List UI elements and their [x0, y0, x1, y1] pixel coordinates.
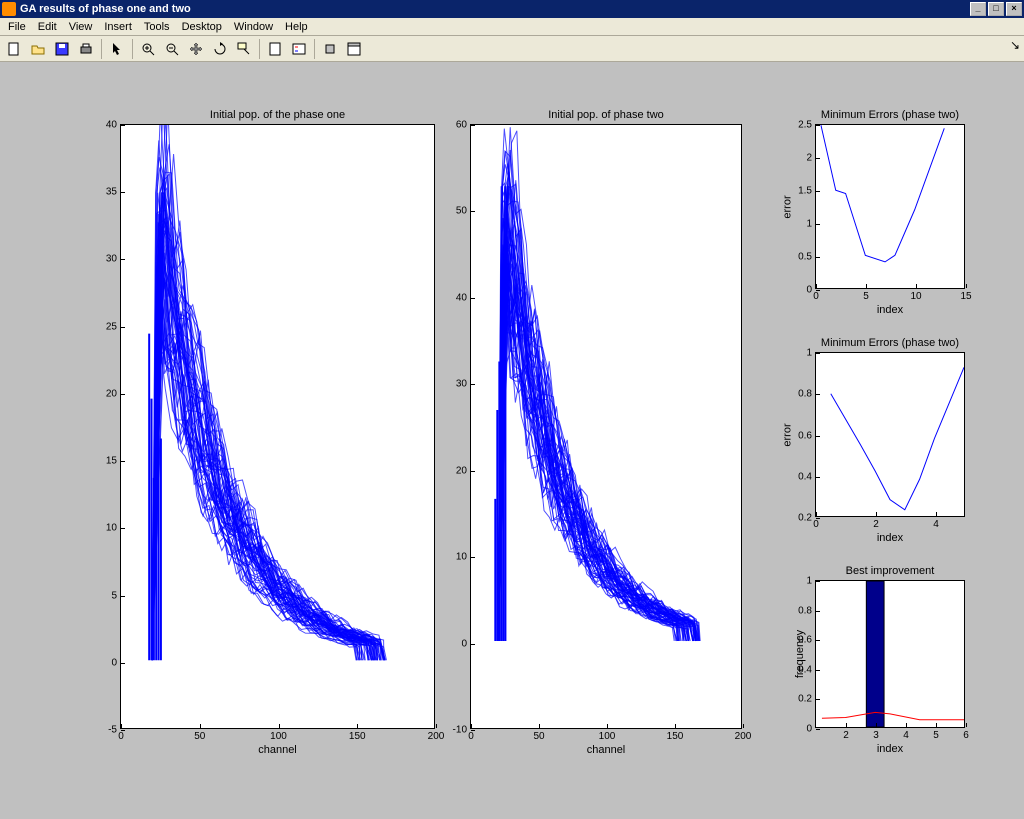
rotate-icon[interactable] — [209, 38, 231, 60]
axes-min-errors-1[interactable]: Minimum Errors (phase two) index error 0… — [815, 124, 965, 289]
axes5-xlabel: index — [816, 743, 964, 755]
axes-min-errors-2[interactable]: Minimum Errors (phase two) index error 0… — [815, 352, 965, 517]
figure-area: Initial pop. of the phase one channel -5… — [0, 62, 1024, 819]
data-cursor-icon[interactable] — [233, 38, 255, 60]
axes1-title: Initial pop. of the phase one — [121, 109, 434, 121]
menu-insert[interactable]: Insert — [98, 20, 138, 34]
axes1-plot — [121, 125, 434, 728]
zoom-in-icon[interactable] — [137, 38, 159, 60]
menubar: File Edit View Insert Tools Desktop Wind… — [0, 18, 1024, 36]
axes3-ylabel: error — [782, 195, 794, 218]
menu-view[interactable]: View — [63, 20, 99, 34]
pointer-icon[interactable] — [106, 38, 128, 60]
titlebar: GA results of phase one and two _ □ × — [0, 0, 1024, 18]
axes5-title: Best improvement — [816, 565, 964, 577]
menu-file[interactable]: File — [2, 20, 32, 34]
toolbar-separator — [132, 39, 133, 59]
pan-icon[interactable] — [185, 38, 207, 60]
colorbar-icon[interactable] — [264, 38, 286, 60]
menu-desktop[interactable]: Desktop — [176, 20, 228, 34]
axes3-title: Minimum Errors (phase two) — [816, 109, 964, 121]
legend-icon[interactable] — [288, 38, 310, 60]
toolbar-separator — [101, 39, 102, 59]
hide-tools-icon[interactable] — [319, 38, 341, 60]
axes4-title: Minimum Errors (phase two) — [816, 337, 964, 349]
new-icon[interactable] — [3, 38, 25, 60]
axes5-plot — [816, 581, 964, 727]
toolbar — [0, 36, 1024, 62]
toolbar-separator — [314, 39, 315, 59]
axes1-xlabel: channel — [121, 744, 434, 756]
maximize-button[interactable]: □ — [988, 2, 1004, 16]
menu-edit[interactable]: Edit — [32, 20, 63, 34]
menu-window[interactable]: Window — [228, 20, 279, 34]
axes-phase-two[interactable]: Initial pop. of phase two channel -10010… — [470, 124, 742, 729]
axes2-xlabel: channel — [471, 744, 741, 756]
axes4-xlabel: index — [816, 532, 964, 544]
print-icon[interactable] — [75, 38, 97, 60]
open-icon[interactable] — [27, 38, 49, 60]
minimize-button[interactable]: _ — [970, 2, 986, 16]
window-title: GA results of phase one and two — [20, 3, 968, 15]
axes2-title: Initial pop. of phase two — [471, 109, 741, 121]
toolbar-separator — [259, 39, 260, 59]
axes3-xlabel: index — [816, 304, 964, 316]
dock-icon[interactable]: ↘ — [1008, 38, 1022, 52]
close-button[interactable]: × — [1006, 2, 1022, 16]
show-tools-icon[interactable] — [343, 38, 365, 60]
save-icon[interactable] — [51, 38, 73, 60]
zoom-out-icon[interactable] — [161, 38, 183, 60]
matlab-icon — [2, 2, 16, 16]
menu-tools[interactable]: Tools — [138, 20, 176, 34]
axes-phase-one[interactable]: Initial pop. of the phase one channel -5… — [120, 124, 435, 729]
menu-help[interactable]: Help — [279, 20, 314, 34]
axes4-ylabel: error — [782, 423, 794, 446]
axes2-plot — [471, 125, 741, 728]
axes-best-improvement[interactable]: Best improvement index frequency 00.20.4… — [815, 580, 965, 728]
axes4-plot — [816, 353, 964, 516]
axes3-plot — [816, 125, 964, 288]
